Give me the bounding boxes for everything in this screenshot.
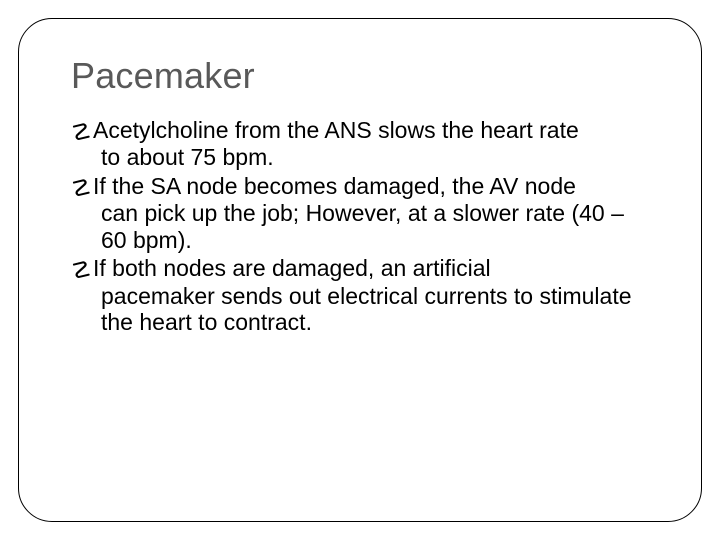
slide: Pacemaker ☡Acetylcholine from the ANS sl…: [0, 0, 720, 540]
slide-frame: Pacemaker ☡Acetylcholine from the ANS sl…: [18, 18, 702, 522]
bullet-glyph-icon: ☡: [71, 258, 93, 284]
bullet-continuation: to about 75 bpm.: [71, 144, 649, 170]
bullet-text: If the SA node becomes damaged, the AV n…: [93, 173, 576, 199]
slide-title: Pacemaker: [71, 55, 649, 97]
bullet-item: ☡If the SA node becomes damaged, the AV …: [71, 173, 649, 253]
slide-body: ☡Acetylcholine from the ANS slows the he…: [71, 117, 649, 336]
bullet-text: If both nodes are damaged, an artificial: [93, 255, 491, 281]
bullet-item: ☡If both nodes are damaged, an artificia…: [71, 255, 649, 335]
bullet-text: Acetylcholine from the ANS slows the hea…: [93, 117, 579, 143]
bullet-continuation: pacemaker sends out electrical currents …: [71, 283, 649, 336]
bullet-item: ☡Acetylcholine from the ANS slows the he…: [71, 117, 649, 171]
bullet-glyph-icon: ☡: [71, 120, 93, 146]
bullet-continuation: can pick up the job; However, at a slowe…: [71, 200, 649, 253]
bullet-glyph-icon: ☡: [71, 176, 93, 202]
